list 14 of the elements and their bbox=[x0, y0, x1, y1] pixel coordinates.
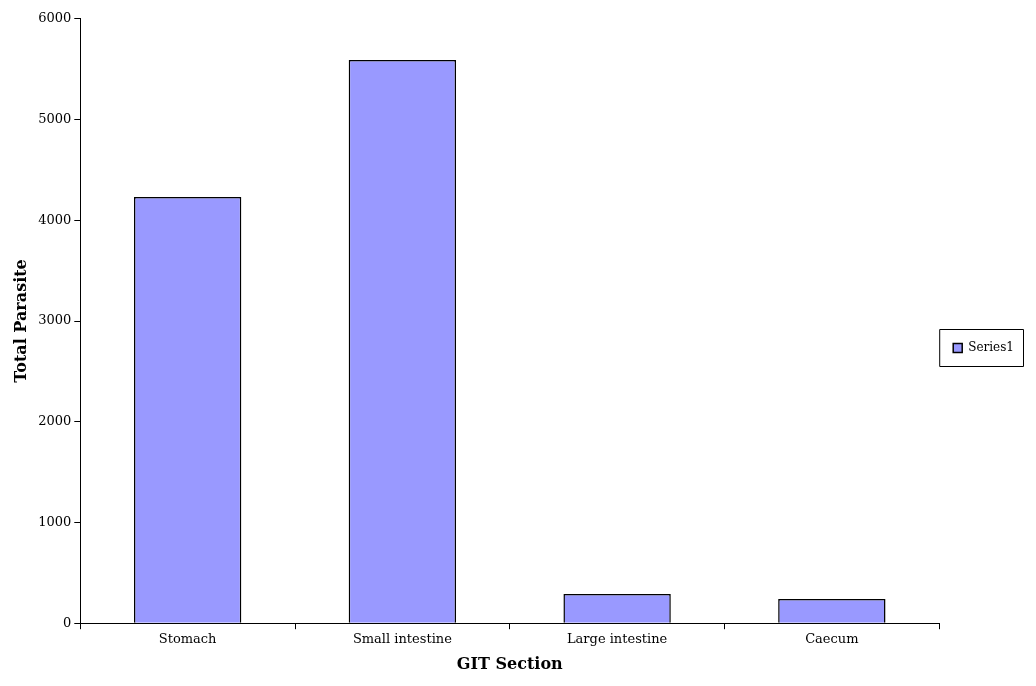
y-tick-label: 2000 bbox=[38, 413, 72, 429]
y-tick-label: 3000 bbox=[38, 312, 72, 328]
y-tick-label: 4000 bbox=[38, 211, 72, 227]
y-tick-label: 0 bbox=[63, 614, 72, 630]
legend-label: Series1 bbox=[968, 340, 1015, 355]
y-tick-label: 5000 bbox=[38, 110, 72, 126]
x-tick-label: Large intestine bbox=[566, 631, 668, 647]
y-tick-label: 1000 bbox=[38, 513, 72, 529]
x-tick-label: Stomach bbox=[158, 631, 218, 647]
y-axis-title: Total Parasite bbox=[10, 259, 30, 383]
x-tick-label: Small intestine bbox=[352, 631, 453, 647]
y-tick-label: 6000 bbox=[38, 10, 72, 26]
x-tick-label: Caecum bbox=[805, 631, 859, 647]
x-axis-title: GIT Section bbox=[456, 653, 564, 673]
